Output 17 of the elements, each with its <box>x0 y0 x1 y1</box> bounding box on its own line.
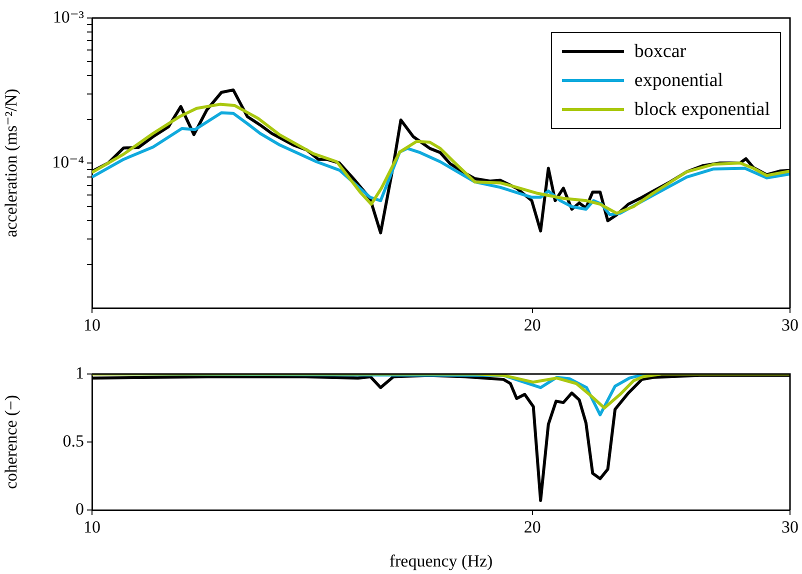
y-axis-title: acceleration (ms⁻²/N) <box>2 88 21 238</box>
x-axis-title: frequency (Hz) <box>389 551 493 570</box>
x-tick-label: 10 <box>84 316 100 335</box>
legend-label: block exponential <box>634 98 770 120</box>
y-tick-label: 10⁻⁴ <box>52 152 84 172</box>
x-tick-label: 30 <box>782 518 798 537</box>
x-tick-label: 30 <box>782 316 798 335</box>
y-tick-label: 0 <box>76 499 84 518</box>
x-tick-label: 20 <box>524 518 541 537</box>
x-tick-label: 10 <box>84 518 100 537</box>
legend-label: exponential <box>634 70 724 92</box>
legend-label: boxcar <box>634 40 686 62</box>
y-tick-label: 0.5 <box>62 431 84 450</box>
y-tick-label: 1 <box>76 363 84 382</box>
x-tick-label: 20 <box>524 316 541 335</box>
y-tick-label: 10⁻³ <box>52 7 84 26</box>
y-axis-title: coherence (−) <box>2 394 21 490</box>
